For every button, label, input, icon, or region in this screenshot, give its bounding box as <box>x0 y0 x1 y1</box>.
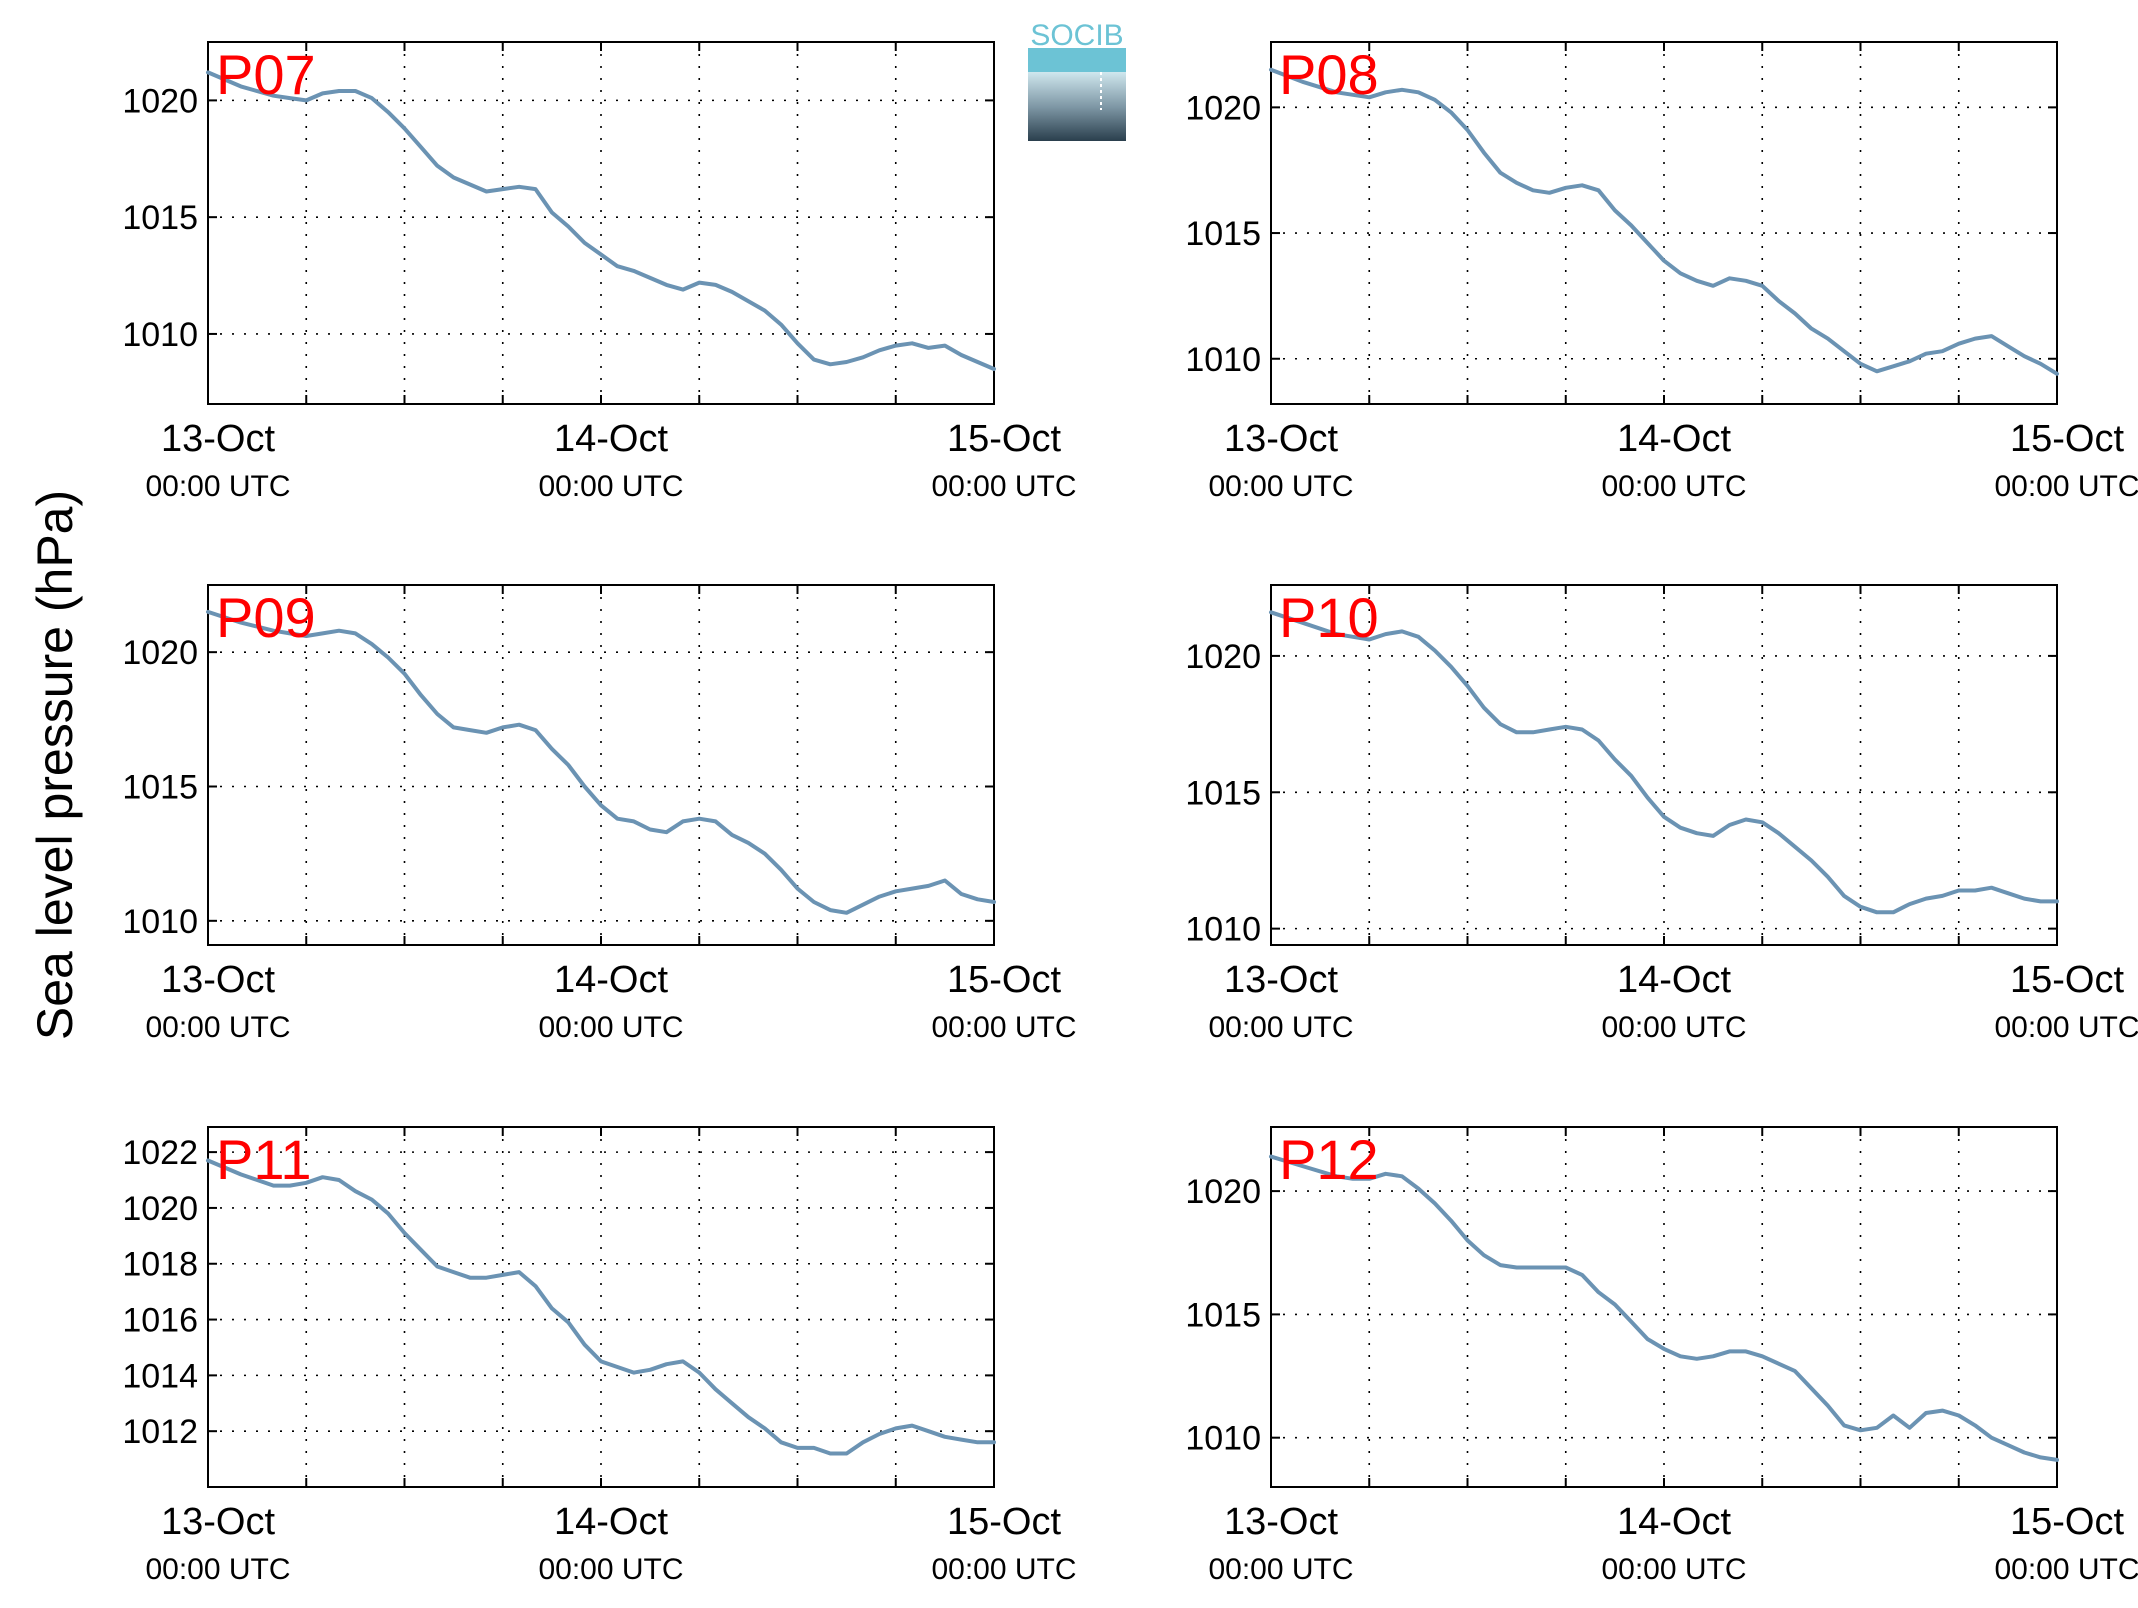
y-tick-label: 1015 <box>1185 215 1261 253</box>
y-tick-label: 1020 <box>1185 638 1261 676</box>
y-tick-label: 1016 <box>122 1302 198 1340</box>
x-tick-label-date: 13-Oct <box>161 959 275 1001</box>
socib-logo: SOCIB <box>1028 19 1126 141</box>
x-tick-label-time: 00:00 UTC <box>1994 1011 2138 1044</box>
x-tick-label-date: 15-Oct <box>2010 1501 2124 1543</box>
y-tick-label: 1010 <box>122 316 198 354</box>
x-tick-label-time: 00:00 UTC <box>1601 1011 1746 1044</box>
y-axis-label: Sea level pressure (hPa) <box>27 490 83 1040</box>
x-tick-label-time: 00:00 UTC <box>538 470 683 503</box>
y-tick-label: 1020 <box>122 634 198 672</box>
panel-p08: 1010 1015 1020 13-Oct 00:00 UTC 14-Oct 00:00 U… <box>1185 41 2138 503</box>
x-tick-label-time: 00:00 UTC <box>1994 470 2138 503</box>
y-tick-label: 1015 <box>1185 1296 1261 1334</box>
y-tick-label: 1010 <box>1185 911 1261 949</box>
pressure-series-line <box>1269 610 2059 915</box>
y-tick-label: 1010 <box>1185 1420 1261 1458</box>
x-tick-label-date: 14-Oct <box>1617 1501 1731 1543</box>
y-tick-label: 1015 <box>122 768 198 806</box>
y-tick-label: 1018 <box>122 1246 198 1284</box>
x-tick-label-date: 14-Oct <box>1617 418 1731 460</box>
x-tick-label-date: 13-Oct <box>161 1501 275 1543</box>
x-tick-label-time: 00:00 UTC <box>931 1011 1076 1044</box>
x-tick-label-date: 14-Oct <box>1617 959 1731 1001</box>
panel-p11: 1012 1014 1016 1018 1020 1022 13-Oct 00:00 UTC 1… <box>122 1126 1077 1586</box>
x-tick-label-time: 00:00 UTC <box>931 1553 1076 1586</box>
x-tick-label-time: 00:00 UTC <box>1208 1553 1353 1586</box>
x-tick-label-time: 00:00 UTC <box>1994 1553 2138 1586</box>
panel-p07: 1010 1015 1020 13-Oct 00:00 UTC 14-Oct 00:00 U… <box>122 41 1077 503</box>
logo-top-band <box>1028 48 1126 72</box>
x-tick-label-date: 14-Oct <box>554 959 668 1001</box>
x-tick-label-time: 00:00 UTC <box>1208 1011 1353 1044</box>
x-tick-label-time: 00:00 UTC <box>145 1553 290 1586</box>
x-tick-label-time: 00:00 UTC <box>538 1011 683 1044</box>
y-tick-label: 1020 <box>122 1190 198 1228</box>
x-tick-label-date: 13-Oct <box>1224 418 1338 460</box>
x-tick-label-date: 15-Oct <box>947 1501 1061 1543</box>
station-label: P10 <box>1279 586 1379 649</box>
logo-gradient-block <box>1028 72 1126 141</box>
x-tick-label-date: 14-Oct <box>554 1501 668 1543</box>
pressure-series-line <box>1269 67 2059 376</box>
pressure-series-line <box>206 70 996 371</box>
x-tick-label-time: 00:00 UTC <box>1601 1553 1746 1586</box>
y-tick-label: 1020 <box>1185 1173 1261 1211</box>
y-tick-label: 1022 <box>122 1134 198 1172</box>
x-tick-label-date: 14-Oct <box>554 418 668 460</box>
logo-text: SOCIB <box>1030 19 1123 52</box>
x-tick-label-date: 15-Oct <box>2010 418 2124 460</box>
station-label: P09 <box>216 586 316 649</box>
station-label: P12 <box>1279 1128 1379 1191</box>
y-tick-label: 1020 <box>1185 89 1261 127</box>
x-tick-label-date: 15-Oct <box>2010 959 2124 1001</box>
x-tick-label-time: 00:00 UTC <box>1208 470 1353 503</box>
x-tick-label-time: 00:00 UTC <box>538 1553 683 1586</box>
y-tick-label: 1020 <box>122 82 198 120</box>
x-tick-label-date: 13-Oct <box>1224 1501 1338 1543</box>
y-tick-label: 1015 <box>122 199 198 237</box>
y-tick-label: 1010 <box>1185 341 1261 379</box>
x-tick-label-time: 00:00 UTC <box>145 470 290 503</box>
x-tick-label-time: 00:00 UTC <box>1601 470 1746 503</box>
x-tick-label-date: 15-Oct <box>947 418 1061 460</box>
x-tick-label-date: 13-Oct <box>1224 959 1338 1001</box>
station-label: P07 <box>216 43 316 106</box>
y-tick-label: 1015 <box>1185 774 1261 812</box>
x-tick-label-date: 15-Oct <box>947 959 1061 1001</box>
y-tick-label: 1014 <box>122 1357 198 1395</box>
pressure-series-line <box>206 609 996 915</box>
panel-p12: 1010 1015 1020 13-Oct 00:00 UTC 14-Oct 00:00 U… <box>1185 1126 2138 1586</box>
panel-p09: 1010 1015 1020 13-Oct 00:00 UTC 14-Oct 00:00 U… <box>122 584 1077 1044</box>
panel-p10: 1010 1015 1020 13-Oct 00:00 UTC 14-Oct 00:00 U… <box>1185 584 2138 1044</box>
station-label: P11 <box>216 1128 311 1191</box>
y-tick-label: 1010 <box>122 903 198 941</box>
pressure-series-line <box>1269 1154 2059 1462</box>
x-tick-label-date: 13-Oct <box>161 418 275 460</box>
pressure-series-line <box>206 1158 996 1456</box>
x-tick-label-time: 00:00 UTC <box>931 470 1076 503</box>
y-tick-label: 1012 <box>122 1413 198 1451</box>
station-label: P08 <box>1279 43 1379 106</box>
x-tick-label-time: 00:00 UTC <box>145 1011 290 1044</box>
